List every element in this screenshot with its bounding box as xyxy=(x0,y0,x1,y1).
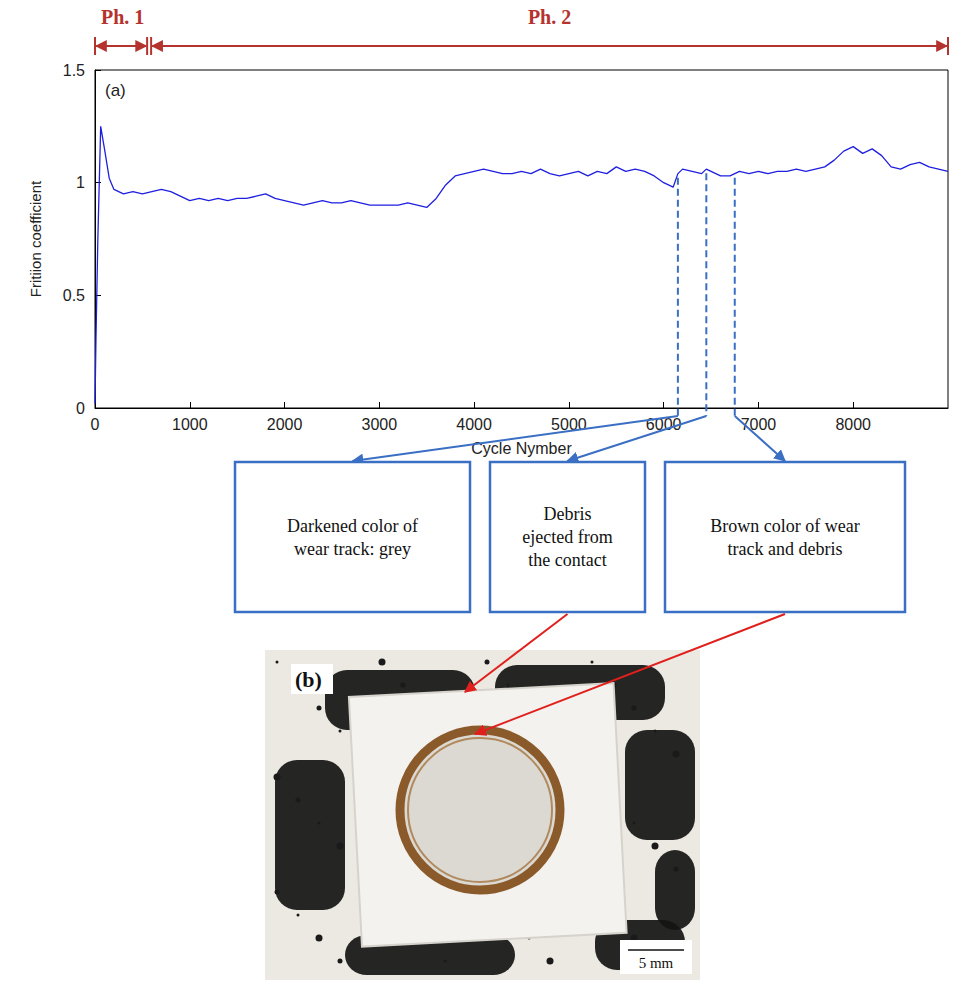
svg-text:Brown color of wear: Brown color of wear xyxy=(710,516,859,536)
svg-text:(b): (b) xyxy=(295,667,322,692)
svg-text:Cycle Nymber: Cycle Nymber xyxy=(471,440,572,457)
svg-text:Darkened color of: Darkened color of xyxy=(287,516,418,536)
svg-text:7000: 7000 xyxy=(741,416,777,433)
svg-text:3000: 3000 xyxy=(362,416,398,433)
svg-text:6000: 6000 xyxy=(646,416,682,433)
svg-text:track and debris: track and debris xyxy=(728,539,843,559)
svg-text:Fritiion coefficient: Fritiion coefficient xyxy=(27,180,44,297)
svg-text:2000: 2000 xyxy=(267,416,303,433)
svg-text:5000: 5000 xyxy=(551,416,587,433)
svg-text:0: 0 xyxy=(91,416,100,433)
svg-text:4000: 4000 xyxy=(456,416,492,433)
svg-text:Ph. 2: Ph. 2 xyxy=(528,6,571,28)
svg-text:the contact: the contact xyxy=(528,550,606,570)
svg-text:1: 1 xyxy=(76,174,85,191)
svg-text:Ph. 1: Ph. 1 xyxy=(101,6,144,28)
svg-text:5 mm: 5 mm xyxy=(639,955,674,971)
svg-text:8000: 8000 xyxy=(835,416,871,433)
svg-text:0: 0 xyxy=(76,400,85,417)
svg-text:(a): (a) xyxy=(105,81,126,100)
svg-text:1.5: 1.5 xyxy=(63,62,85,79)
svg-text:wear track: grey: wear track: grey xyxy=(294,539,411,559)
svg-text:1000: 1000 xyxy=(172,416,208,433)
svg-text:Debris: Debris xyxy=(544,504,592,524)
svg-text:0.5: 0.5 xyxy=(63,287,85,304)
svg-text:ejected from: ejected from xyxy=(522,527,612,547)
